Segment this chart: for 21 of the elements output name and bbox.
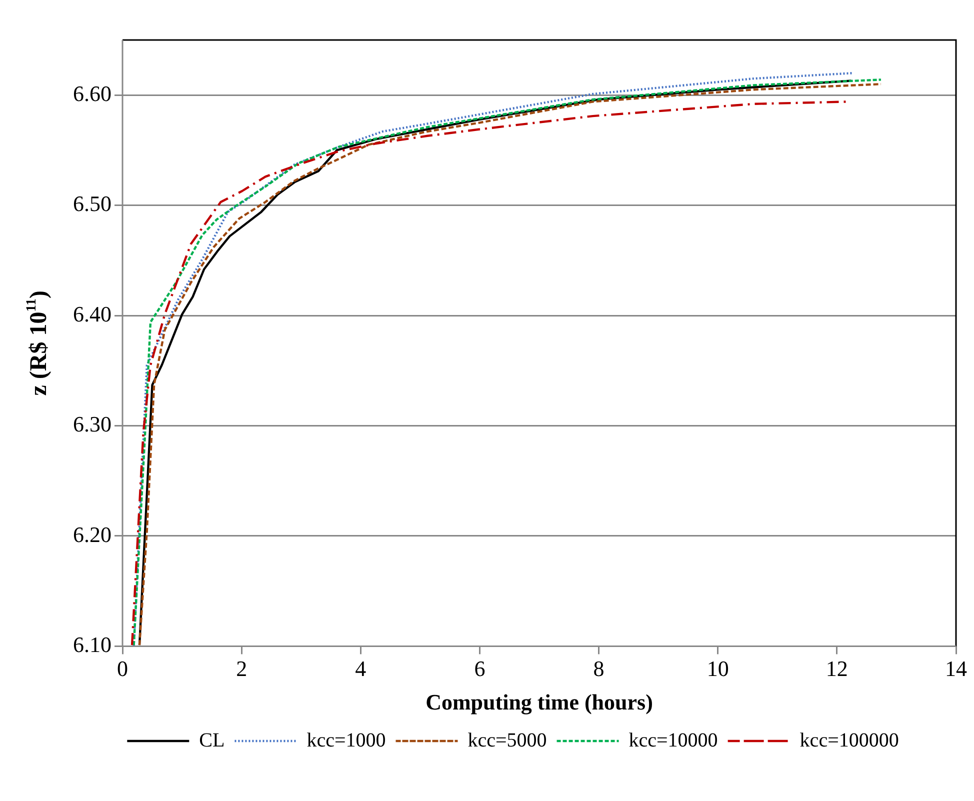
legend-label: kcc=1000 (306, 729, 386, 752)
legend-label: kcc=100000 (800, 729, 899, 752)
legend-label: kcc=10000 (628, 729, 718, 752)
legend-label: CL (199, 729, 225, 752)
y-tick-label: 6.50 (73, 191, 112, 216)
y-tick-label: 6.20 (73, 522, 112, 547)
x-tick-label: 12 (826, 656, 848, 682)
y-tick-label: 6.10 (73, 632, 112, 657)
y-axis-title: z (R$ 1011) (24, 290, 52, 396)
y-tick-label: 6.40 (73, 301, 112, 326)
legend-label: kcc=5000 (468, 729, 547, 752)
x-tick-label: 8 (593, 656, 604, 682)
x-tick-label: 0 (117, 656, 128, 682)
x-tick-label: 6 (474, 656, 486, 682)
y-tick-label: 6.30 (73, 412, 112, 437)
x-tick-label: 14 (945, 656, 967, 682)
y-tick-label: 6.60 (73, 80, 112, 106)
x-axis-title: Computing time (hours) (426, 689, 653, 714)
x-tick-label: 2 (236, 656, 248, 682)
x-tick-label: 10 (706, 656, 729, 682)
x-tick-label: 4 (355, 656, 366, 682)
